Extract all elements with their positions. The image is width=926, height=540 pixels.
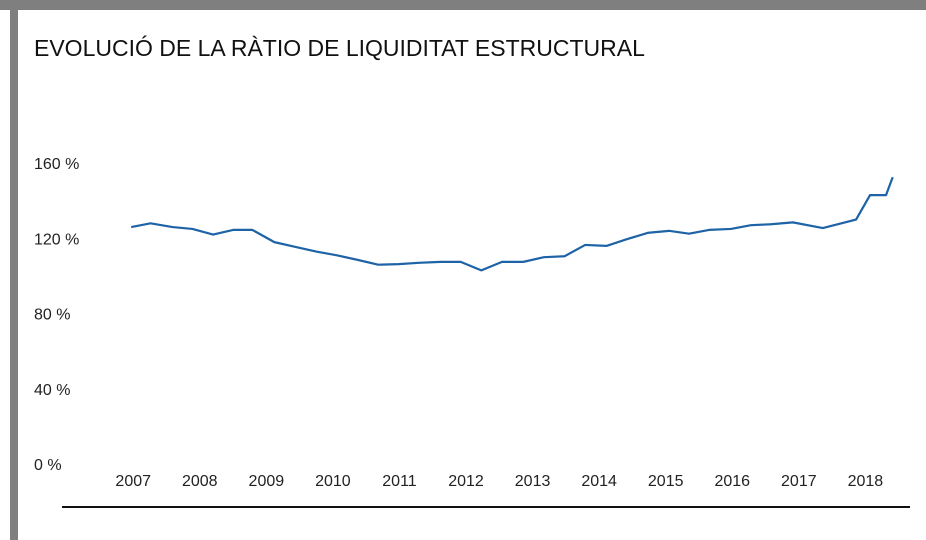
y-tick-label: 0 %: [34, 457, 62, 474]
x-tick-label: 2017: [781, 473, 817, 490]
x-tick-label: 2016: [714, 473, 750, 490]
y-tick-label: 120 %: [34, 231, 79, 248]
x-tick-label: 2010: [315, 473, 351, 490]
y-tick-label: 160 %: [34, 156, 79, 173]
x-tick-label: 2015: [648, 473, 684, 490]
y-tick-label: 40 %: [34, 382, 70, 399]
y-tick-label: 80 %: [34, 307, 70, 324]
chart-title: EVOLUCIÓ DE LA RÀTIO DE LIQUIDITAT ESTRU…: [34, 35, 645, 61]
x-tick-label: 2013: [515, 473, 551, 490]
frame-left: [10, 0, 18, 540]
x-tick-label: 2014: [581, 473, 617, 490]
frame-top: [0, 0, 926, 10]
data-line: [131, 176, 894, 272]
x-tick-label: 2009: [249, 473, 285, 490]
x-tick-label: 2018: [848, 473, 884, 490]
x-tick-label: 2012: [448, 473, 484, 490]
x-tick-label: 2007: [115, 473, 151, 490]
x-tick-label: 2008: [182, 473, 218, 490]
x-tick-label: 2011: [382, 473, 417, 490]
